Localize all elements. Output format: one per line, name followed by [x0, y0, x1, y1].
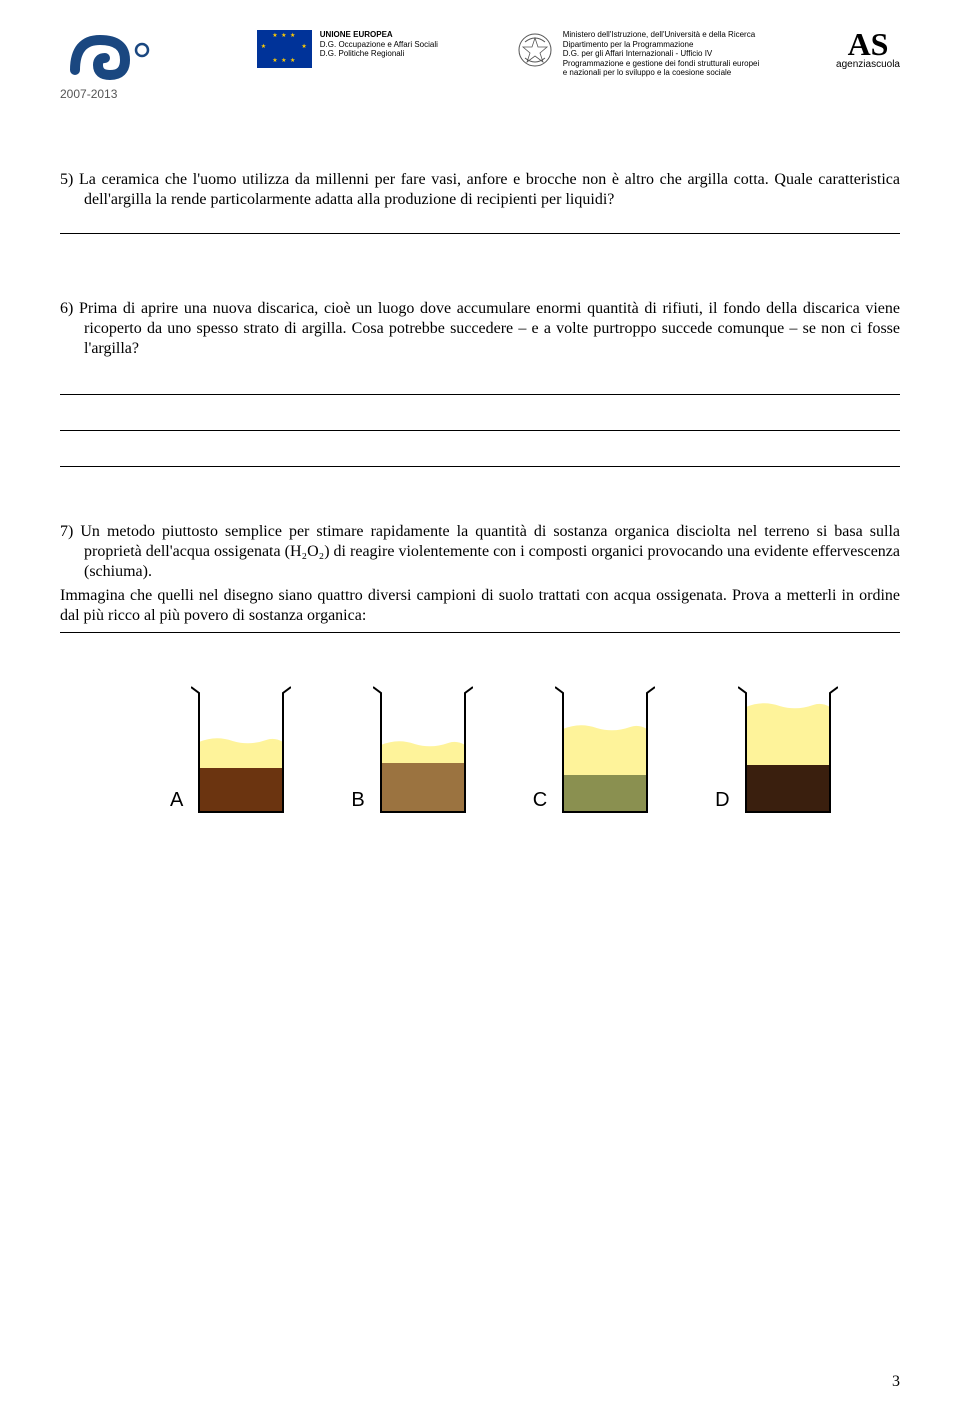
ministry-line1: Ministero dell'Istruzione, dell'Universi… [563, 30, 760, 40]
as-logo-text: AS [836, 30, 900, 59]
beaker-label: A [170, 788, 183, 813]
question-6-text: 6) Prima di aprire una nuova discarica, … [60, 299, 900, 359]
eu-line1: D.G. Occupazione e Affari Sociali [320, 40, 438, 50]
pon-years: 2007-2013 [60, 87, 180, 102]
page-number: 3 [892, 1372, 900, 1392]
question-7-sub: Immagina che quelli nel disegno siano qu… [60, 586, 900, 626]
answer-line[interactable] [60, 377, 900, 395]
beaker-unit: C [533, 683, 655, 813]
beaker-icon [373, 683, 473, 813]
beaker-unit: D [715, 683, 837, 813]
question-6: 6) Prima di aprire una nuova discarica, … [60, 299, 900, 467]
question-5: 5) La ceramica che l'uomo utilizza da mi… [60, 170, 900, 234]
beaker-icon [191, 683, 291, 813]
answer-line[interactable] [60, 216, 900, 234]
italy-emblem-icon [515, 30, 555, 70]
beaker-unit: A [170, 683, 291, 813]
eu-logo-block: ★ ★ ★ ★ ★ ★ ★ ★ UNIONE EUROPEA D.G. Occu… [257, 30, 438, 68]
pon-logo: 2007-2013 [60, 30, 180, 110]
question-5-text: 5) La ceramica che l'uomo utilizza da mi… [60, 170, 900, 210]
eu-title: UNIONE EUROPEA [320, 30, 438, 40]
answer-line[interactable] [60, 413, 900, 431]
beaker-unit: B [351, 683, 472, 813]
ministry-line2: Dipartimento per la Programmazione [563, 40, 760, 50]
question-7-text: 7) Un metodo piuttosto semplice per stim… [60, 522, 900, 582]
beaker-label: C [533, 788, 547, 813]
as-logo-block: AS agenziascuola [836, 30, 900, 71]
eu-flag-icon: ★ ★ ★ ★ ★ ★ ★ ★ [257, 30, 312, 68]
eu-line2: D.G. Politiche Regionali [320, 49, 438, 59]
beaker-label: D [715, 788, 729, 813]
beakers-row: A B C D [60, 683, 900, 813]
beaker-label: B [351, 788, 364, 813]
answer-line[interactable] [60, 449, 900, 467]
ministry-line5: e nazionali per lo sviluppo e la coesion… [563, 68, 760, 78]
ministry-line4: Programmazione e gestione dei fondi stru… [563, 59, 760, 69]
as-logo-sub: agenziascuola [836, 59, 900, 72]
divider [60, 632, 900, 633]
ministry-logo-block: Ministero dell'Istruzione, dell'Universi… [515, 30, 760, 78]
ministry-line3: D.G. per gli Affari Internazionali - Uff… [563, 49, 760, 59]
header-logos: 2007-2013 ★ ★ ★ ★ ★ ★ ★ ★ UNIONE EUROPEA… [60, 30, 900, 110]
beaker-icon [738, 683, 838, 813]
beaker-icon [555, 683, 655, 813]
question-7: 7) Un metodo piuttosto semplice per stim… [60, 522, 900, 626]
